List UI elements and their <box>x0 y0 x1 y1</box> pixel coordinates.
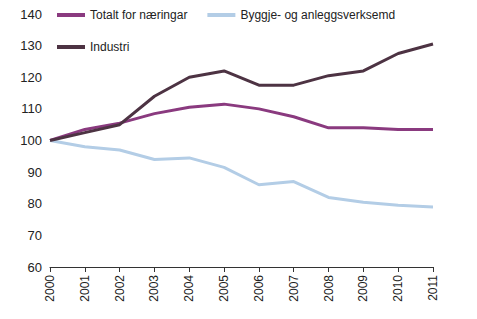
svg-text:140: 140 <box>20 7 42 22</box>
svg-text:2010: 2010 <box>391 275 405 302</box>
svg-text:2011: 2011 <box>426 275 440 301</box>
svg-text:2000: 2000 <box>43 275 57 302</box>
svg-text:110: 110 <box>21 101 42 116</box>
svg-text:Byggje- og anleggsverksemd: Byggje- og anleggsverksemd <box>240 8 395 22</box>
svg-text:2006: 2006 <box>252 275 266 302</box>
svg-text:Industri: Industri <box>90 40 129 54</box>
svg-text:2005: 2005 <box>217 275 231 302</box>
svg-text:130: 130 <box>20 38 42 53</box>
svg-text:2004: 2004 <box>182 275 196 302</box>
svg-text:Totalt for næringar: Totalt for næringar <box>90 8 187 22</box>
svg-text:2002: 2002 <box>113 275 127 302</box>
svg-text:80: 80 <box>28 196 42 211</box>
svg-text:60: 60 <box>28 260 42 275</box>
svg-text:2007: 2007 <box>287 275 301 302</box>
svg-text:120: 120 <box>20 70 42 85</box>
svg-text:90: 90 <box>28 165 42 180</box>
svg-text:2003: 2003 <box>147 275 161 302</box>
svg-text:70: 70 <box>28 228 42 243</box>
svg-text:100: 100 <box>20 133 42 148</box>
svg-text:2008: 2008 <box>322 275 336 302</box>
svg-text:2001: 2001 <box>78 275 92 302</box>
svg-text:2009: 2009 <box>356 275 370 302</box>
